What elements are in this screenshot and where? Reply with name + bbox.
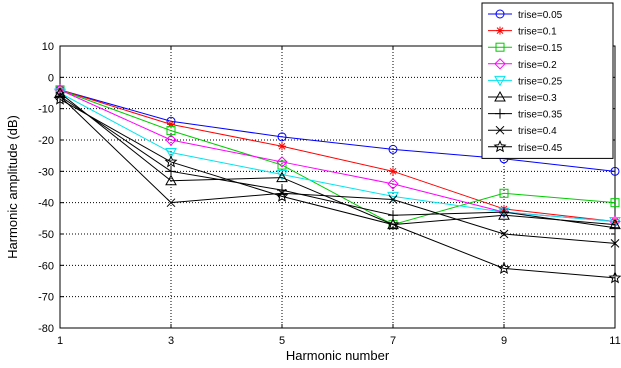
plot-area xyxy=(59,45,616,329)
data-point xyxy=(165,148,177,159)
data-point xyxy=(165,174,177,186)
data-point xyxy=(608,271,621,284)
data-point xyxy=(53,92,67,105)
legend-marker xyxy=(495,125,505,135)
legend: trise=0.05 trise=0.1 trise=0.15 trise=0.2 tr… xyxy=(481,2,614,159)
series-line xyxy=(59,95,616,244)
legend-entry: trise=0.4 xyxy=(488,125,557,137)
data-point xyxy=(389,167,397,176)
legend-label: trise=0.4 xyxy=(518,126,557,137)
data-point xyxy=(499,229,509,239)
legend-entry: trise=0.1 xyxy=(488,27,557,38)
legend-entry: trise=0.25 xyxy=(488,75,563,87)
y-tick-label: -10 xyxy=(38,104,54,116)
y-tick-label: -80 xyxy=(38,323,54,335)
x-tick-label: 3 xyxy=(168,335,174,347)
x-tick-label: 9 xyxy=(501,335,507,347)
data-point xyxy=(275,189,289,202)
data-point xyxy=(276,171,288,183)
legend-entry: trise=0.2 xyxy=(488,58,557,71)
data-point xyxy=(276,156,288,168)
series-line xyxy=(59,89,616,172)
series-line xyxy=(59,92,616,222)
legend-marker xyxy=(495,42,505,52)
x-tick-label: 7 xyxy=(390,335,396,347)
data-point xyxy=(165,134,177,146)
data-point xyxy=(610,198,620,208)
data-point xyxy=(56,85,64,94)
legend-marker xyxy=(496,26,504,35)
data-point xyxy=(278,142,286,151)
legend-marker xyxy=(495,108,505,119)
legend-entry: trise=0.45 xyxy=(488,139,563,154)
x-tick-label: 11 xyxy=(609,335,620,347)
y-axis-label: Harmonic amplitude (dB) xyxy=(5,115,20,259)
data-point xyxy=(276,169,288,181)
legend-label: trise=0.05 xyxy=(518,10,563,21)
data-point xyxy=(164,155,178,168)
series-line xyxy=(59,89,616,222)
legend-marker xyxy=(494,58,506,70)
legend-label: trise=0.25 xyxy=(518,76,563,87)
legend-entry: trise=0.15 xyxy=(488,42,563,54)
data-point xyxy=(277,132,287,142)
y-tick-label: 10 xyxy=(42,41,54,53)
axis-ticks: 1 3 5 7 9 11 10 0 -10 -20 -30 -40 -50 -60 -70 -80 xyxy=(38,41,621,347)
data-point xyxy=(387,178,399,190)
data-point xyxy=(609,216,621,228)
data-point xyxy=(277,160,287,170)
legend-label: trise=0.45 xyxy=(518,143,563,154)
series-trise=0.3 xyxy=(54,86,621,230)
data-point xyxy=(166,166,176,177)
data-point xyxy=(497,261,511,274)
data-point xyxy=(167,120,175,129)
data-point xyxy=(610,239,620,248)
legend-marker xyxy=(495,9,505,19)
data-point xyxy=(388,144,398,154)
series-group xyxy=(53,84,621,284)
y-tick-label: -20 xyxy=(38,135,54,147)
data-point xyxy=(55,91,65,101)
legend-entry: trise=0.35 xyxy=(488,108,563,121)
y-tick-label: -30 xyxy=(38,166,54,178)
y-tick-label: -60 xyxy=(38,260,54,272)
legend-label: trise=0.1 xyxy=(518,27,557,38)
y-tick-label: 0 xyxy=(48,72,54,84)
series-line xyxy=(59,98,616,279)
legend-marker xyxy=(494,90,506,102)
series-line xyxy=(59,92,616,226)
data-point xyxy=(610,166,620,176)
y-tick-label: -50 xyxy=(38,229,54,241)
legend-entry: trise=0.3 xyxy=(488,90,557,104)
series-line xyxy=(59,95,616,229)
data-point xyxy=(499,207,509,218)
legend-label: trise=0.15 xyxy=(518,43,563,54)
data-point xyxy=(166,198,176,208)
legend-marker xyxy=(494,75,506,87)
legend-entry: trise=0.05 xyxy=(488,9,563,21)
legend-label: trise=0.3 xyxy=(518,93,557,104)
legend-label: trise=0.2 xyxy=(518,60,557,71)
data-point xyxy=(499,188,509,198)
data-point xyxy=(610,222,620,233)
data-point xyxy=(386,217,400,231)
series-trise=0.05 xyxy=(55,85,620,176)
series-trise=0.45 xyxy=(53,92,621,284)
y-tick-label: -40 xyxy=(38,198,54,210)
series-line xyxy=(59,89,616,226)
legend-label: trise=0.35 xyxy=(518,110,563,121)
legend-marker xyxy=(493,139,507,153)
x-tick-label: 1 xyxy=(57,335,63,347)
data-point xyxy=(498,209,510,220)
data-point xyxy=(388,195,398,204)
x-tick-label: 5 xyxy=(279,335,285,347)
y-tick-label: -70 xyxy=(38,292,54,304)
x-axis-label: Harmonic number xyxy=(286,348,390,363)
